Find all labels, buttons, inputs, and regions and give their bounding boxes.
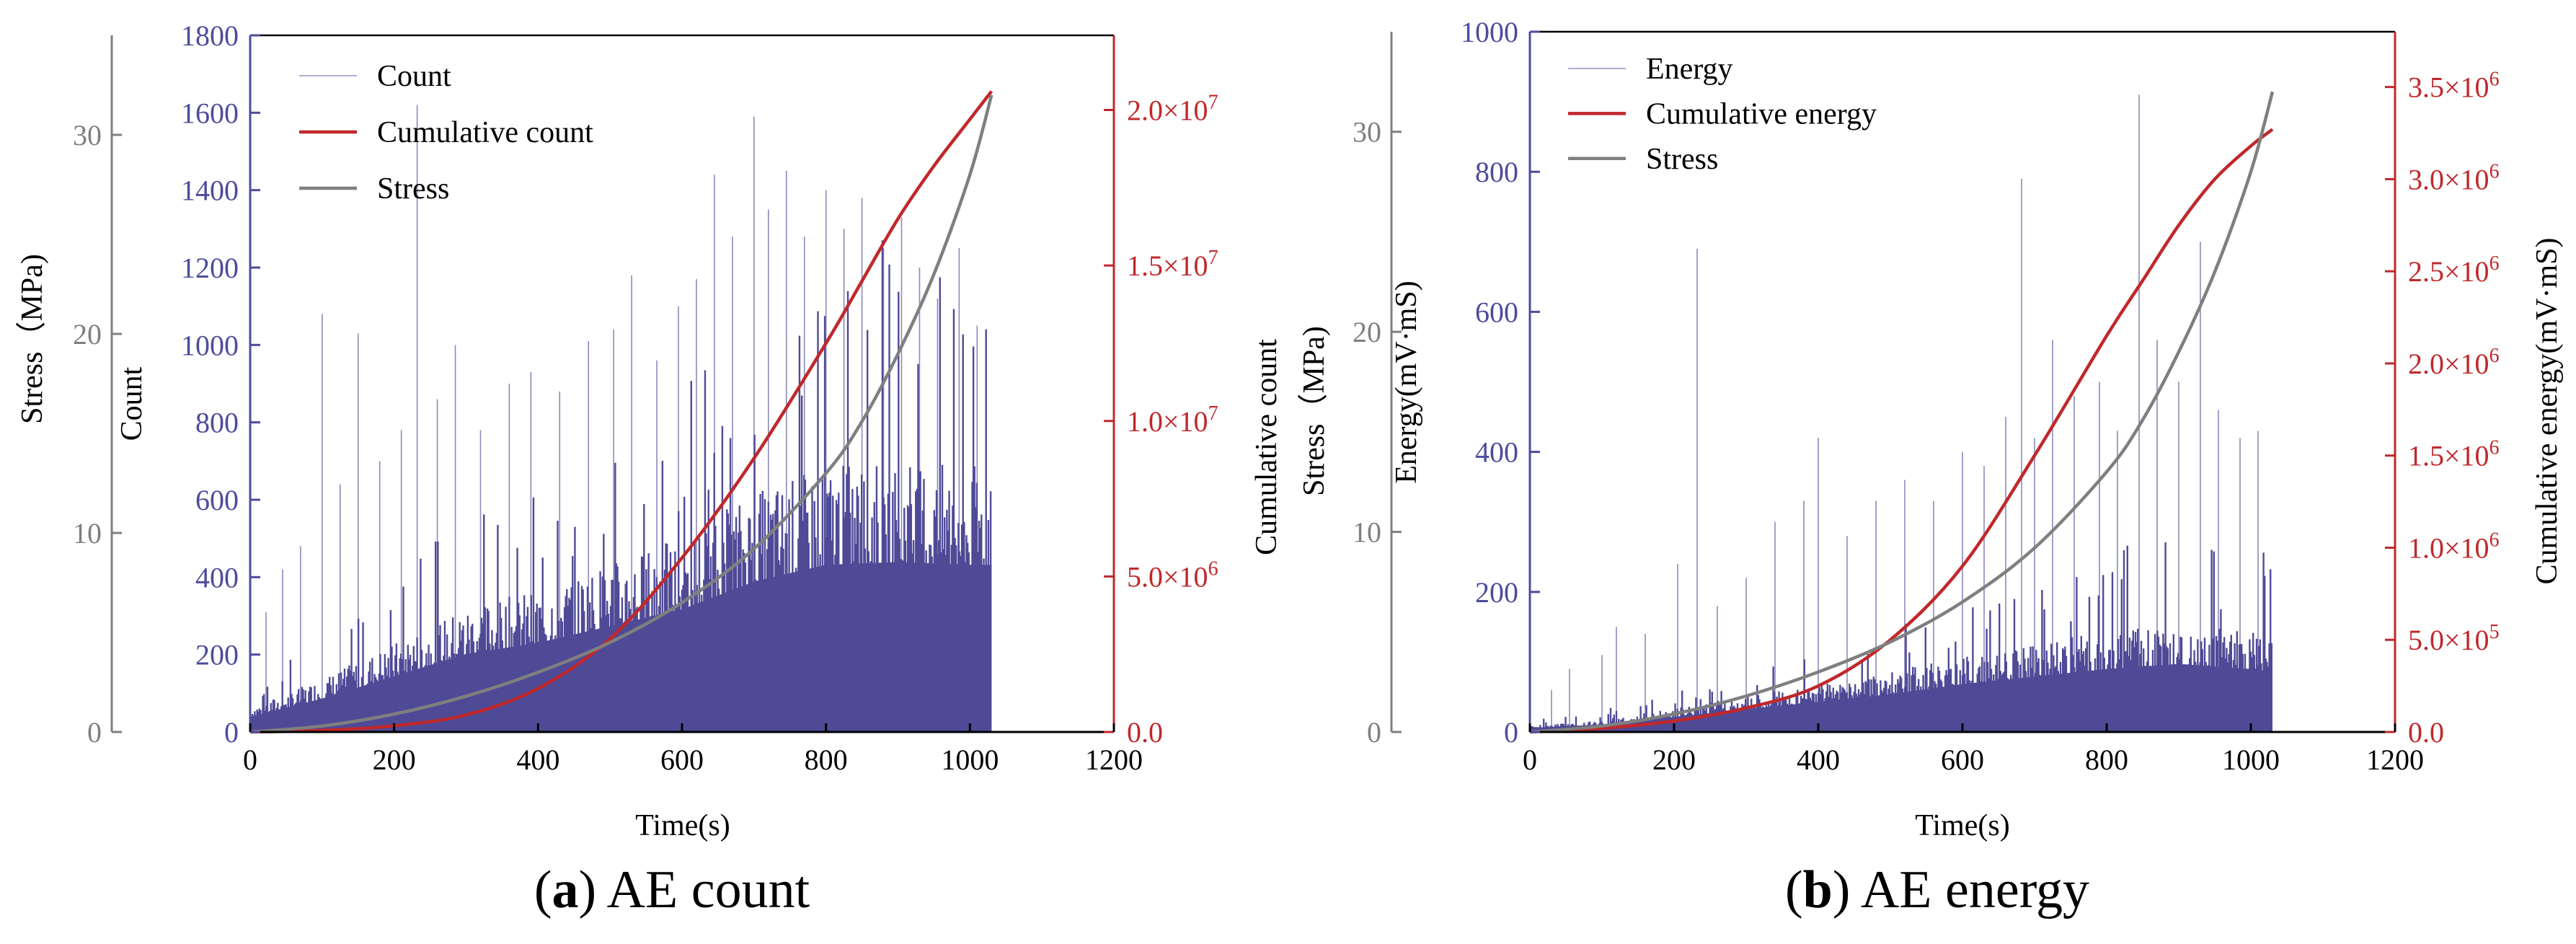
legend-label: Stress	[1646, 143, 1718, 176]
x-tick-label: 1200	[1085, 744, 1143, 776]
cumulative-tick-label: 5.0×106	[1127, 557, 1218, 593]
primary-tick-label: 800	[1475, 156, 1518, 188]
legend-label: Stress	[377, 172, 449, 206]
cumulative-tick-label: 1.5×107	[1127, 247, 1218, 282]
stress-axis-title-a: Stress（MPa)	[16, 254, 49, 424]
plot-area-b: 0 10 20 30 0 200 400 600 800 1000 0.0 5.0×105 1.0×10…	[1353, 16, 2500, 776]
cumulative-tick-label: 1.5×106	[2408, 437, 2500, 472]
x-axis-title-a: Time(s)	[635, 809, 730, 842]
primary-tick-label: 1000	[1461, 16, 1518, 48]
primary-tick-label: 200	[195, 639, 239, 671]
cumulative-tick-label: 1.0×106	[2408, 529, 2500, 564]
primary-tick-label: 1600	[181, 97, 239, 129]
cumulative-tick-label: 2.0×107	[1127, 92, 1218, 127]
x-tick-label: 400	[516, 744, 559, 776]
x-tick-label: 600	[660, 744, 704, 776]
cumulative-tick-label: 1.0×107	[1127, 402, 1218, 438]
x-tick-label: 400	[1797, 744, 1840, 776]
primary-tick-label: 600	[195, 484, 239, 516]
primary-tick-label: 1200	[181, 252, 239, 284]
cumulative-axis-title-a: Cumulative count	[1250, 339, 1283, 555]
x-tick-label: 200	[1652, 744, 1696, 776]
stress-tick-label: 30	[1353, 116, 1381, 149]
cumulative-tick-label: 2.5×106	[2408, 252, 2500, 288]
stress-tick-label: 0	[1367, 716, 1381, 749]
count-axis-title-a: Count	[115, 366, 149, 441]
ae-bar-band	[249, 240, 992, 732]
stress-tick-label: 20	[1353, 316, 1381, 348]
x-tick-label: 800	[2085, 744, 2128, 776]
panel-a: 0 10 20 30 0 200 400 600 800 1000 1200 1400 1600 1800…	[16, 19, 1283, 919]
legend-label: Energy	[1646, 53, 1733, 86]
cumulative-tick-label: 5.0×105	[2408, 621, 2500, 656]
caption-a: (a) AE count	[534, 860, 810, 919]
x-tick-label: 800	[805, 744, 848, 776]
stress-line	[249, 94, 993, 734]
stress-axis-title-b: Stress（MPa)	[1298, 326, 1331, 496]
x-tick-label: 1000	[2222, 744, 2280, 776]
legend-label: Cumulative energy	[1646, 97, 1877, 131]
ae-bar-core	[250, 562, 992, 732]
primary-tick-label: 1000	[181, 329, 239, 361]
legend-label: Cumulative count	[377, 116, 593, 149]
cumulative-tick-label: 3.5×106	[2408, 69, 2500, 104]
primary-tick-label: 400	[1475, 436, 1518, 469]
x-tick-label: 0	[243, 744, 257, 776]
legend-label: Count	[377, 60, 451, 93]
primary-tick-label: 200	[1475, 576, 1518, 609]
caption-b: (b) AE energy	[1785, 860, 2089, 919]
plot-area-a: 0 10 20 30 0 200 400 600 800 1000 1200 1400 1600 1800…	[73, 19, 1218, 776]
x-axis-title-b: Time(s)	[1915, 809, 2009, 842]
primary-tick-label: 600	[1475, 296, 1518, 328]
cumulative-tick-label: 3.0×106	[2408, 160, 2500, 195]
stress-line	[1529, 91, 2275, 734]
primary-tick-label: 1800	[181, 19, 239, 52]
x-tick-label: 600	[1941, 744, 1984, 776]
x-tick-label: 200	[373, 744, 416, 776]
cumulative-tick-label: 0.0	[2408, 716, 2444, 749]
energy-axis-title-b: Energy(mV·mS)	[1390, 281, 1423, 484]
stress-tick-label: 10	[73, 517, 102, 550]
stress-tick-label: 10	[1353, 516, 1381, 549]
panel-b: 0 10 20 30 0 200 400 600 800 1000 0.0 5.0×105 1.0×10…	[1298, 16, 2564, 919]
primary-tick-label: 800	[195, 407, 239, 439]
cumulative-axis-title-b: Cumulative energy(mV·mS)	[2531, 238, 2564, 585]
stress-tick-label: 20	[73, 318, 102, 350]
cumulative-line	[1529, 128, 2274, 734]
primary-tick-label: 0	[1504, 716, 1518, 749]
stress-tick-label: 30	[73, 119, 102, 151]
x-tick-label: 1200	[2366, 744, 2424, 776]
cumulative-line	[249, 90, 993, 734]
x-tick-label: 0	[1523, 744, 1537, 776]
primary-tick-label: 400	[195, 561, 239, 594]
cumulative-tick-label: 0.0	[1127, 716, 1163, 749]
primary-tick-label: 1400	[181, 175, 239, 207]
stress-tick-label: 0	[87, 716, 102, 749]
x-tick-label: 1000	[941, 744, 999, 776]
cumulative-tick-label: 2.0×106	[2408, 345, 2500, 380]
primary-tick-label: 0	[224, 716, 239, 749]
